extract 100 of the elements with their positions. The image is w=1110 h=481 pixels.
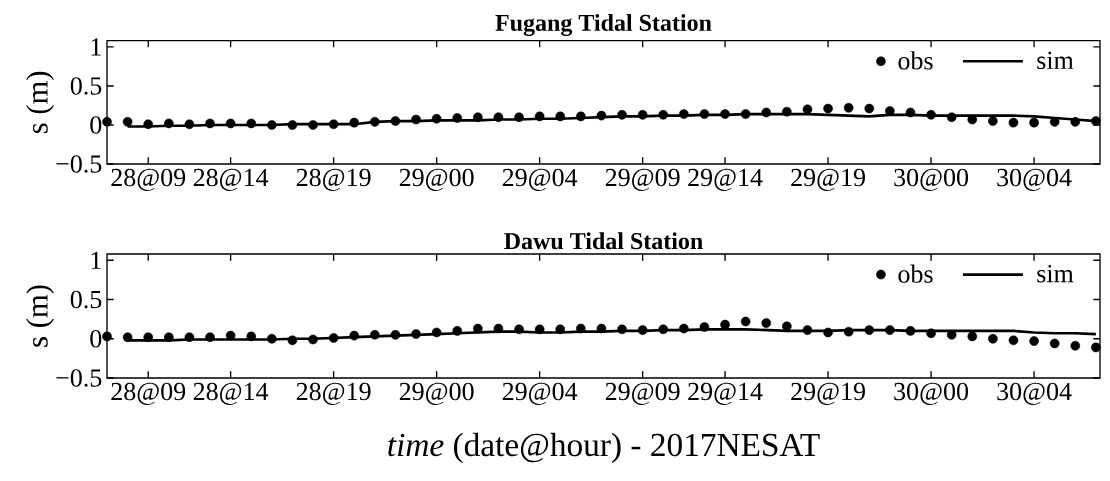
point — [946, 112, 957, 122]
point — [390, 330, 401, 340]
x-tick-label: 29@04 — [502, 382, 578, 405]
point — [184, 332, 195, 342]
y-tick-label: 0.5 — [70, 77, 102, 95]
point — [390, 116, 401, 126]
y-tick-label: 0 — [90, 116, 102, 134]
point — [823, 327, 833, 338]
point — [225, 330, 236, 341]
x-tick-label: 29@14 — [688, 168, 763, 191]
legend-label: sim — [1037, 264, 1074, 283]
point — [617, 110, 627, 120]
point — [493, 323, 504, 334]
point — [596, 110, 607, 121]
point — [164, 332, 174, 342]
x-tick-label: 29@00 — [399, 168, 474, 191]
point — [843, 326, 854, 337]
x-tick-label: 28@09 — [111, 168, 186, 191]
y-tick-label: 0 — [90, 329, 102, 348]
point — [452, 113, 463, 123]
point — [926, 328, 936, 339]
point — [885, 325, 895, 335]
point — [1049, 338, 1060, 349]
point — [843, 103, 854, 113]
x-tick-label: 29@19 — [791, 168, 865, 191]
point — [555, 111, 566, 122]
point — [658, 110, 669, 120]
point — [102, 331, 112, 342]
x-tick-label: 28@19 — [296, 168, 371, 191]
legend-label: obs — [898, 51, 933, 70]
point — [1008, 335, 1019, 346]
point — [905, 326, 916, 336]
point — [637, 110, 648, 120]
point — [328, 333, 339, 343]
point — [473, 323, 483, 334]
point — [1070, 341, 1081, 351]
point — [349, 117, 360, 128]
point — [328, 119, 339, 129]
point — [287, 120, 298, 130]
point — [658, 324, 669, 335]
x-tick-label: 29@14 — [688, 382, 763, 405]
point — [370, 330, 380, 340]
legend-label: obs — [898, 264, 933, 283]
point — [431, 113, 442, 124]
point — [143, 119, 154, 129]
point — [1091, 342, 1101, 353]
point — [411, 114, 421, 125]
point — [782, 106, 792, 117]
point — [267, 120, 277, 130]
point — [679, 109, 689, 119]
chart-title: Fugang Tidal Station — [495, 14, 712, 36]
point — [411, 329, 421, 339]
point — [246, 118, 257, 129]
point — [761, 318, 772, 328]
y-axis-title: s (m) — [26, 285, 54, 347]
point — [823, 103, 833, 114]
x-tick-label: 30@04 — [997, 382, 1072, 405]
point — [864, 325, 875, 335]
x-tick-label: 28@09 — [111, 382, 186, 405]
point — [988, 116, 998, 126]
x-tick-label: 28@19 — [296, 382, 371, 405]
point — [576, 111, 586, 122]
point — [534, 324, 545, 335]
point — [493, 112, 504, 122]
point — [740, 109, 751, 119]
chart-title: Dawu Tidal Station — [504, 232, 703, 250]
y-tick-label: 1 — [91, 251, 101, 269]
point — [431, 327, 442, 338]
point — [1008, 117, 1019, 128]
x-tick-label: 29@00 — [399, 382, 474, 405]
point — [225, 118, 236, 129]
point — [514, 112, 524, 122]
point — [988, 333, 998, 344]
point — [699, 109, 710, 119]
point — [1070, 117, 1081, 127]
x-tick-label: 28@14 — [193, 382, 269, 405]
point — [967, 114, 978, 125]
point — [740, 316, 751, 327]
point — [596, 323, 607, 334]
point — [287, 335, 298, 346]
point — [946, 330, 957, 340]
x-tick-label: 28@14 — [193, 168, 269, 191]
point — [473, 112, 483, 122]
point — [534, 111, 545, 122]
point — [1049, 117, 1060, 127]
x-tick-label: 30@00 — [894, 382, 969, 405]
point — [926, 110, 936, 120]
y-tick-label: 0.5 — [70, 290, 102, 309]
x-tick-label: 29@09 — [605, 382, 680, 405]
point — [1091, 116, 1101, 126]
point — [555, 324, 566, 335]
point — [720, 109, 730, 119]
point — [864, 103, 875, 114]
point — [308, 120, 318, 130]
y-tick-label: −0.5 — [56, 155, 102, 173]
y-tick-label: −0.5 — [56, 369, 102, 387]
point — [349, 330, 360, 341]
x-tick-label: 29@19 — [791, 382, 865, 405]
point — [905, 107, 916, 118]
point — [782, 321, 792, 331]
